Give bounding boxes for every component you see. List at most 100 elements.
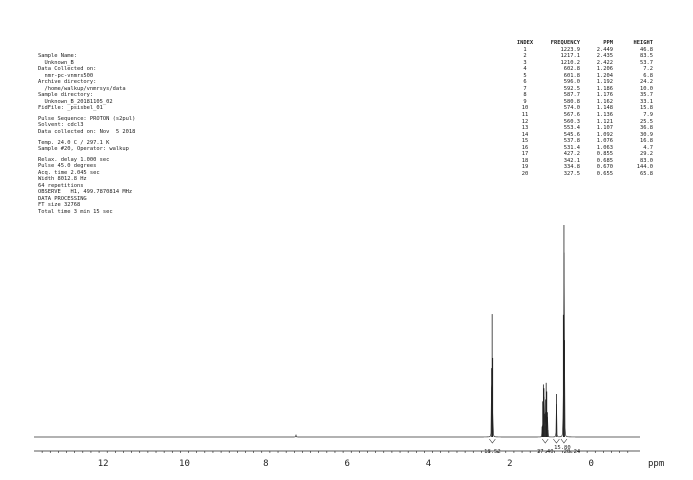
cell-height: 65.8	[640, 170, 653, 177]
cell-height: 33.1	[640, 98, 653, 105]
cell-frequency: 580.8	[563, 98, 580, 105]
cell-index: 12	[521, 118, 529, 125]
cell-index: 3	[523, 59, 527, 66]
cell-index: 2	[523, 53, 527, 60]
cell-ppm: 1.121	[596, 118, 613, 125]
cell-height: 83.0	[640, 157, 653, 164]
cell-height: 83.5	[640, 53, 653, 60]
cell-index: 5	[523, 72, 527, 79]
integral-bracket	[560, 438, 568, 444]
cell-index: 4	[523, 66, 527, 73]
table-row: 8 587.7 1.176 35.7	[512, 92, 653, 99]
param-line: Width 8012.8 Hz	[38, 176, 87, 183]
cell-ppm: 1.107	[596, 125, 613, 132]
cell-ppm: 1.186	[596, 85, 613, 92]
cell-height: 53.7	[640, 59, 653, 66]
header-frequency: FREQUENCY	[550, 40, 580, 46]
table-row: 15 537.8 1.076 16.8	[512, 138, 653, 145]
param-line: Data collected on: Nov 5 2018	[38, 129, 136, 136]
table-row: 17 427.2 0.855 29.2	[512, 151, 653, 158]
cell-ppm: 0.685	[596, 157, 613, 164]
cell-frequency: 560.3	[563, 118, 580, 125]
peak-table-rows: 1 1223.9 2.449 46.8 2 1217.1 2.435 83.5 3 1210.2 2…	[512, 47, 653, 178]
x-tick-label: 6	[344, 459, 349, 469]
cell-frequency: 327.5	[563, 170, 580, 177]
param-line: Pulse Sequence: PROTON (s2pul)	[38, 115, 136, 122]
param-line: Total time 3 min 15 sec	[38, 209, 113, 216]
table-row: 4 602.8 1.206 7.2	[512, 66, 653, 73]
acquisition-parameters: Sample Name: Unknown_B Data Collected on:…	[38, 53, 135, 216]
integral-label: 28.24	[564, 449, 581, 455]
integral-label: 37.40	[537, 449, 554, 455]
param-line: Sample #20, Operator: walkup	[38, 146, 129, 153]
cell-index: 17	[521, 151, 529, 158]
cell-height: 25.5	[640, 118, 653, 125]
param-line: Acq. time 2.045 sec	[38, 169, 100, 176]
cell-index: 9	[523, 98, 527, 105]
table-row: 1 1223.9 2.449 46.8	[512, 47, 653, 54]
cell-ppm: 1.192	[596, 79, 613, 86]
integral-label: 18.52	[484, 449, 501, 455]
cell-frequency: 574.0	[563, 105, 580, 112]
integral-label: 15.80	[554, 445, 571, 451]
cell-ppm: 1.176	[596, 92, 613, 99]
cell-frequency: 587.7	[563, 92, 580, 99]
integral-bracket	[553, 438, 560, 444]
cell-ppm: 1.076	[596, 138, 613, 145]
table-row: 5 601.8 1.204 6.8	[512, 73, 653, 80]
cell-height: 7.9	[643, 112, 653, 119]
cell-frequency: 1210.2	[560, 59, 580, 66]
param-line: Temp. 24.0 C / 297.1 K	[38, 139, 110, 146]
cell-ppm: 2.422	[596, 59, 613, 66]
x-tick-label: 8	[263, 459, 268, 469]
param-line: nmr-pc-vnmrs500	[38, 72, 94, 79]
cell-frequency: 531.4	[563, 144, 580, 151]
cell-ppm: 0.655	[596, 170, 613, 177]
table-row: 20 327.5 0.655 65.8	[512, 171, 653, 178]
cell-height: 15.8	[640, 105, 653, 112]
table-row: 13 553.4 1.107 36.8	[512, 125, 653, 132]
cell-height: 6.8	[643, 72, 653, 79]
cell-index: 15	[521, 138, 529, 145]
cell-index: 8	[523, 92, 527, 99]
cell-frequency: 553.4	[563, 125, 580, 132]
spectrum-trace	[34, 252, 640, 438]
cell-height: 46.8	[640, 46, 653, 53]
table-row: 6 596.0 1.192 24.2	[512, 79, 653, 86]
cell-index: 13	[521, 125, 529, 132]
table-row: 16 531.4 1.063 4.7	[512, 145, 653, 152]
cell-index: 18	[521, 157, 529, 164]
cell-height: 30.9	[640, 131, 653, 138]
cell-height: 144.0	[636, 164, 653, 171]
cell-height: 36.8	[640, 125, 653, 132]
cell-frequency: 1217.1	[560, 53, 580, 60]
cell-ppm: 1.162	[596, 98, 613, 105]
cell-ppm: 1.092	[596, 131, 613, 138]
header-index: INDEX	[516, 40, 534, 46]
cell-ppm: 1.136	[596, 112, 613, 119]
cell-frequency: 592.5	[563, 85, 580, 92]
param-line: Unknown_B	[38, 59, 74, 66]
param-line: Sample Name:	[38, 53, 77, 59]
x-tick-label: 4	[426, 459, 431, 469]
cell-index: 19	[521, 164, 529, 171]
param-line: Solvent: cdcl3	[38, 122, 84, 129]
param-line: FT size 32768	[38, 202, 81, 209]
cell-frequency: 601.8	[563, 72, 580, 79]
cell-ppm: 1.206	[596, 66, 613, 73]
table-row: 14 545.6 1.092 30.9	[512, 132, 653, 139]
param-line: Sample directory:	[38, 92, 94, 99]
cell-frequency: 342.1	[563, 157, 580, 164]
x-tick-label: 12	[98, 459, 109, 469]
peak-table: INDEX FREQUENCY PPM HEIGHT 1 1223.9 2.449 4…	[512, 40, 653, 177]
cell-height: 24.2	[640, 79, 653, 86]
table-row: 3 1210.2 2.422 53.7	[512, 60, 653, 67]
param-line: Data Collected on:	[38, 66, 97, 73]
cell-index: 7	[523, 85, 527, 92]
x-tick-label: 2	[507, 459, 512, 469]
cell-frequency: 602.8	[563, 66, 580, 73]
table-row: 18 342.1 0.685 83.0	[512, 158, 653, 165]
cell-frequency: 427.2	[563, 151, 580, 158]
cell-ppm: 0.855	[596, 151, 613, 158]
